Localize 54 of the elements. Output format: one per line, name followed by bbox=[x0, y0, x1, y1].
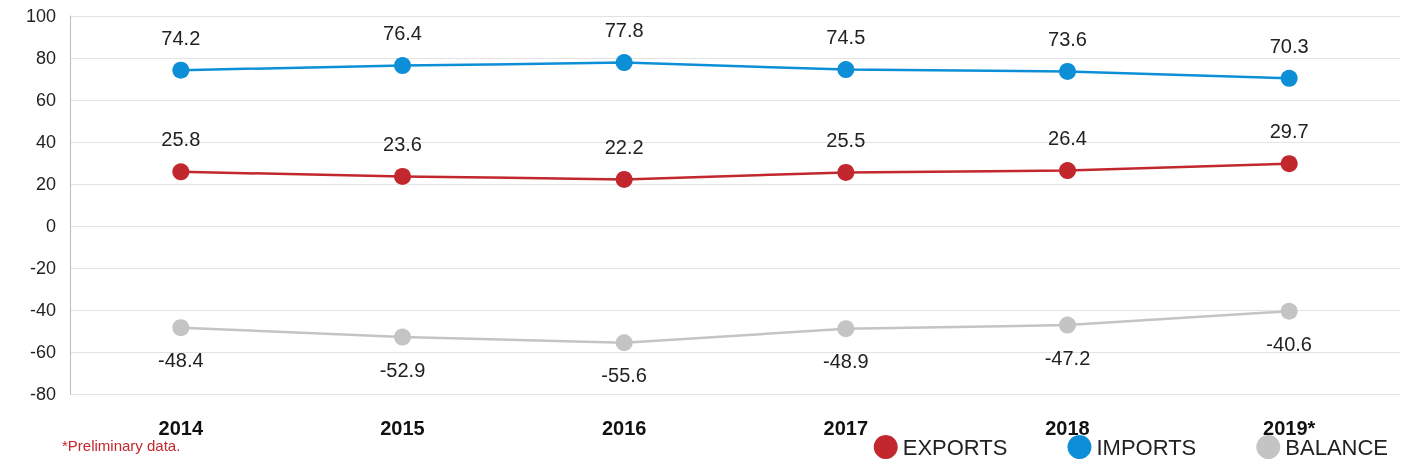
point bbox=[1280, 69, 1298, 87]
point bbox=[837, 163, 855, 181]
data-label: -47.2 bbox=[1044, 346, 1091, 369]
data-label: -52.9 bbox=[379, 358, 426, 381]
data-label: 26.4 bbox=[1048, 127, 1087, 150]
y-tick-label: 100 bbox=[25, 6, 56, 26]
data-label: -55.6 bbox=[601, 364, 647, 387]
x-tick-label: 2017 bbox=[823, 417, 869, 439]
data-label: 25.5 bbox=[826, 128, 866, 151]
point bbox=[837, 61, 855, 79]
data-label: -40.6 bbox=[1266, 332, 1312, 355]
point bbox=[172, 163, 190, 181]
data-label: 22.2 bbox=[604, 135, 644, 158]
y-tick-label: 20 bbox=[35, 174, 56, 194]
y-tick-label: 40 bbox=[35, 132, 56, 152]
point bbox=[394, 328, 411, 346]
point bbox=[837, 320, 855, 338]
x-tick-label: 2015 bbox=[380, 417, 425, 439]
y-tick-label: 0 bbox=[45, 216, 56, 236]
data-label: 70.3 bbox=[1269, 34, 1309, 57]
data-label: 76.4 bbox=[383, 22, 422, 45]
data-label: -48.9 bbox=[823, 350, 869, 373]
legend-label: IMPORTS bbox=[1096, 434, 1197, 460]
data-label: 25.8 bbox=[161, 128, 201, 151]
data-label: 77.8 bbox=[604, 19, 644, 42]
data-label: 29.7 bbox=[1269, 120, 1309, 143]
point bbox=[1280, 302, 1298, 320]
data-label: 74.2 bbox=[161, 26, 201, 49]
point bbox=[615, 54, 633, 72]
point bbox=[1280, 155, 1298, 173]
point bbox=[615, 334, 633, 352]
text: *Preliminary data. bbox=[62, 437, 181, 454]
y-tick-label: -20 bbox=[29, 258, 56, 278]
data-label: 23.6 bbox=[383, 132, 422, 155]
point bbox=[615, 170, 633, 188]
point bbox=[394, 167, 411, 185]
y-tick-label: -80 bbox=[29, 384, 56, 404]
point bbox=[1059, 62, 1076, 80]
y-tick-label: -60 bbox=[29, 342, 56, 362]
y-tick-label: -40 bbox=[29, 300, 56, 320]
legend-label: EXPORTS bbox=[902, 434, 1008, 460]
point bbox=[1059, 316, 1076, 334]
point bbox=[172, 319, 190, 337]
point bbox=[394, 57, 411, 75]
x-tick-label: 2018 bbox=[1045, 417, 1090, 439]
y-tick-label: 60 bbox=[35, 90, 56, 110]
point bbox=[172, 61, 190, 79]
point bbox=[1059, 162, 1076, 180]
x-tick-label: 2014 bbox=[158, 417, 204, 439]
data-label: -48.4 bbox=[158, 349, 204, 372]
data-label: 73.6 bbox=[1048, 27, 1087, 50]
x-tick-label: 2016 bbox=[601, 417, 647, 439]
data-label: 74.5 bbox=[826, 26, 866, 49]
y-tick-label: 80 bbox=[35, 48, 56, 68]
